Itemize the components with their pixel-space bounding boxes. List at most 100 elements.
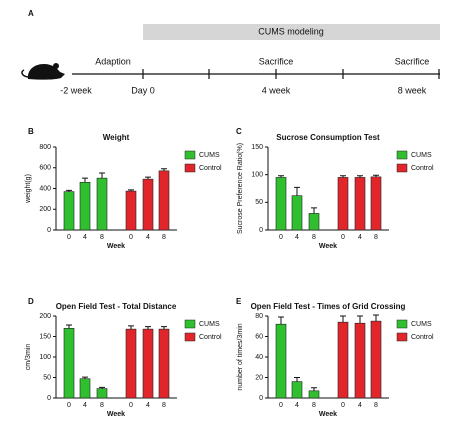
x-tick-label: 4: [358, 234, 362, 241]
error-bar: [99, 172, 105, 179]
y-axis-label: weight(g): [25, 174, 32, 204]
time-label: Day 0: [131, 85, 155, 95]
legend-label: CUMS: [411, 321, 432, 328]
error-bar: [278, 316, 284, 325]
y-tick-label: 0: [47, 395, 51, 402]
x-tick-label: 4: [146, 402, 150, 409]
x-tick-label: 0: [341, 402, 345, 409]
x-tick-label: 4: [295, 234, 299, 241]
legend-label: Control: [411, 165, 434, 172]
error-bar: [82, 177, 88, 183]
bar: [337, 177, 349, 231]
y-tick-label: 600: [39, 165, 51, 172]
y-axis-label: number of times/3min: [237, 323, 244, 390]
x-tick-label: 8: [374, 402, 378, 409]
bar: [275, 323, 287, 399]
y-tick-label: 400: [39, 185, 51, 192]
bar: [142, 178, 154, 231]
y-axis-label: cm/3min: [25, 344, 32, 371]
phase-label: Sacrifice: [395, 56, 430, 66]
bar: [79, 378, 91, 399]
panel-label: E: [236, 297, 242, 306]
legend-label: CUMS: [199, 152, 220, 159]
y-tick-label: 80: [255, 313, 263, 320]
error-bar: [82, 376, 88, 379]
y-tick-label: 0: [259, 395, 263, 402]
chart-title: Open Field Test - Times of Grid Crossing: [251, 302, 406, 311]
x-tick-label: 0: [279, 402, 283, 409]
bar: [354, 322, 366, 399]
error-bar: [311, 207, 317, 214]
panel-label: D: [28, 297, 34, 306]
error-bar: [161, 168, 167, 171]
x-tick-label: 0: [129, 402, 133, 409]
y-tick-label: 200: [39, 206, 51, 213]
x-tick-label: 8: [162, 234, 166, 241]
timeline-ticks: [142, 69, 440, 79]
bar: [158, 170, 170, 231]
bar: [275, 177, 287, 231]
time-label: 8 week: [398, 85, 427, 95]
bar: [125, 328, 137, 399]
bar: [63, 191, 75, 231]
error-bar: [357, 315, 363, 324]
chart-title: Sucrose Consumption Test: [276, 133, 380, 142]
x-tick-label: 8: [312, 402, 316, 409]
error-bar: [340, 315, 346, 323]
x-tick-label: 0: [67, 234, 71, 241]
x-tick-label: 8: [100, 402, 104, 409]
bar: [125, 190, 137, 231]
x-tick-label: 0: [67, 402, 71, 409]
bar: [158, 328, 170, 399]
y-tick-label: 50: [43, 374, 51, 381]
y-tick-label: 20: [255, 374, 263, 381]
error-bar: [145, 326, 151, 330]
error-bar: [294, 377, 300, 382]
error-bar: [278, 175, 284, 178]
x-axis-label: Week: [107, 243, 125, 250]
error-bar: [66, 189, 72, 192]
bar: [370, 320, 382, 399]
legend-label: Control: [199, 165, 222, 172]
bar: [63, 327, 75, 399]
error-bar: [128, 189, 134, 192]
x-tick-label: 4: [83, 402, 87, 409]
legend-label: CUMS: [411, 152, 432, 159]
y-tick-label: 0: [259, 227, 263, 234]
error-bar: [311, 387, 317, 391]
error-bar: [294, 186, 300, 196]
x-tick-label: 8: [162, 402, 166, 409]
y-tick-label: 800: [39, 144, 51, 151]
x-tick-label: 0: [341, 234, 345, 241]
error-bar: [145, 176, 151, 180]
chart-title: Open Field Test - Total Distance: [56, 302, 177, 311]
x-tick-label: 8: [312, 234, 316, 241]
bar: [96, 177, 108, 231]
x-tick-label: 4: [295, 402, 299, 409]
y-tick-label: 150: [251, 144, 263, 151]
error-bar: [373, 314, 379, 322]
legend-swatch: [184, 163, 196, 173]
y-tick-label: 200: [39, 313, 51, 320]
mouse-icon: [21, 63, 65, 80]
error-bar: [99, 386, 105, 389]
x-axis-label: Week: [319, 411, 337, 418]
phase-label: Adaption: [95, 56, 131, 66]
x-tick-label: 0: [129, 234, 133, 241]
error-bar: [373, 174, 379, 177]
bar: [337, 321, 349, 399]
x-tick-label: 0: [279, 234, 283, 241]
bar: [291, 195, 303, 231]
x-tick-label: 8: [374, 234, 378, 241]
error-bar: [66, 324, 72, 329]
banner: [143, 24, 440, 40]
legend-swatch: [396, 150, 408, 160]
banner-text: CUMS modeling: [258, 26, 324, 36]
bar: [96, 388, 108, 399]
panel-label: C: [236, 127, 242, 136]
y-tick-label: 100: [251, 172, 263, 179]
legend-swatch: [396, 332, 408, 342]
legend-label: Control: [199, 334, 222, 341]
chart-title: Weight: [103, 133, 130, 142]
